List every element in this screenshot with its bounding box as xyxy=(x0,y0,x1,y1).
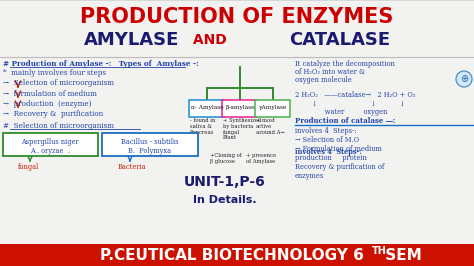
FancyBboxPatch shape xyxy=(0,244,474,266)
Text: α- Amylase: α- Amylase xyxy=(191,106,223,110)
Text: of Amylase: of Amylase xyxy=(246,159,275,164)
FancyBboxPatch shape xyxy=(2,132,99,156)
Text: + most
active
around A→: + most active around A→ xyxy=(256,118,285,135)
Text: P.CEUTICAL BIOTECHNOLOGY 6: P.CEUTICAL BIOTECHNOLOGY 6 xyxy=(100,247,364,263)
Text: CATALASE: CATALASE xyxy=(290,31,391,49)
Text: Production of catalase ―:: Production of catalase ―: xyxy=(295,117,395,125)
Text: involves 4  Steps-:: involves 4 Steps-: xyxy=(295,127,356,135)
Text: AND: AND xyxy=(188,33,232,47)
Text: + Synthesized
by bacteria
fungal
Plant: + Synthesized by bacteria fungal Plant xyxy=(223,118,261,140)
FancyBboxPatch shape xyxy=(102,132,199,156)
Text: production     protein: production protein xyxy=(295,154,367,162)
Text: → Selection of M.O: → Selection of M.O xyxy=(295,136,359,144)
Text: of H₂O₂ into water &: of H₂O₂ into water & xyxy=(295,68,365,76)
Text: ↓                         ↓           ↓: ↓ ↓ ↓ xyxy=(295,100,405,108)
FancyBboxPatch shape xyxy=(255,99,291,117)
Text: # Production of Amylase -:   Types of  Amylase -:: # Production of Amylase -: Types of Amyl… xyxy=(3,60,199,68)
Text: →  production  (enzyme): → production (enzyme) xyxy=(3,100,91,108)
Text: Bacillus - subtilis: Bacillus - subtilis xyxy=(121,138,179,146)
Text: →  Recovery &  purification: → Recovery & purification xyxy=(3,110,103,118)
Text: γAmylase: γAmylase xyxy=(259,106,287,110)
Text: oxygen molecule: oxygen molecule xyxy=(295,76,352,84)
Text: 2 H₂O₂   ——catalase→   2 H₂O + O₂: 2 H₂O₂ ——catalase→ 2 H₂O + O₂ xyxy=(295,91,416,99)
Text: water         oxygen: water oxygen xyxy=(295,108,387,116)
Text: PRODUCTION OF ENZYMES: PRODUCTION OF ENZYMES xyxy=(80,7,394,27)
Text: A . oryzae  .: A . oryzae . xyxy=(30,147,70,155)
Text: In Details.: In Details. xyxy=(193,195,257,205)
Text: enzymes: enzymes xyxy=(295,172,324,180)
Text: +Cloning of: +Cloning of xyxy=(210,153,242,158)
Text: It catalyze the decomposition: It catalyze the decomposition xyxy=(295,60,395,68)
FancyBboxPatch shape xyxy=(190,99,225,117)
Text: + presence: + presence xyxy=(246,153,276,158)
Text: fungal: fungal xyxy=(18,163,39,171)
Text: β-amylase: β-amylase xyxy=(225,106,255,110)
Text: #  Selection of microorganism: # Selection of microorganism xyxy=(3,122,114,130)
Text: → Formulation of medium: → Formulation of medium xyxy=(295,145,382,153)
Text: →  formulation of medium: → formulation of medium xyxy=(3,90,97,98)
Text: - found in
saliva &
Pancreas: - found in saliva & Pancreas xyxy=(190,118,215,135)
Circle shape xyxy=(456,71,472,87)
Text: TH: TH xyxy=(372,246,387,256)
Text: B.  Polymyxa: B. Polymyxa xyxy=(128,147,172,155)
Text: SEM: SEM xyxy=(380,247,422,263)
FancyBboxPatch shape xyxy=(222,99,257,117)
Text: Bacteria: Bacteria xyxy=(118,163,146,171)
Text: Aspergillus niger: Aspergillus niger xyxy=(21,138,79,146)
Text: *  mainly involves four steps: * mainly involves four steps xyxy=(3,69,106,77)
Text: AMYLASE: AMYLASE xyxy=(84,31,180,49)
Text: β glucose: β glucose xyxy=(210,159,235,164)
Text: UNIT-1,P-6: UNIT-1,P-6 xyxy=(184,175,266,189)
Text: ⊕: ⊕ xyxy=(460,74,468,84)
Text: →  Selection of microorganism: → Selection of microorganism xyxy=(3,79,114,87)
Text: Recovery & purification of: Recovery & purification of xyxy=(295,163,384,171)
Text: involves 4  Steps-:: involves 4 Steps-: xyxy=(295,148,362,156)
